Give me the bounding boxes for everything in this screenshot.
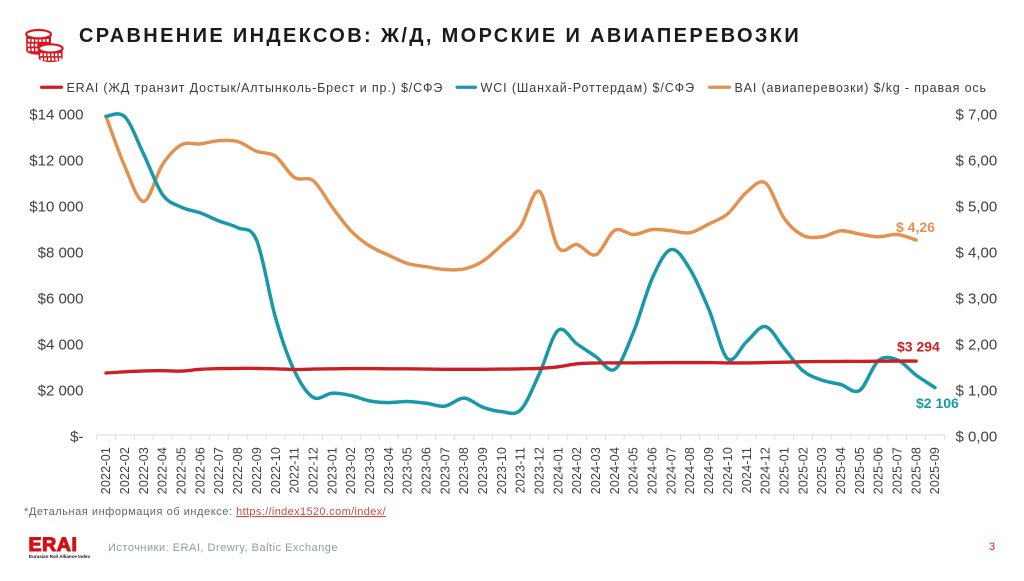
svg-text:$ 0,00: $ 0,00	[956, 428, 998, 445]
svg-text:$12 000: $12 000	[29, 152, 83, 169]
svg-text:WCI (Шанхай-Роттердам) $/СФЭ: WCI (Шанхай-Роттердам) $/СФЭ	[481, 81, 695, 95]
svg-text:2023-11: 2023-11	[514, 447, 528, 493]
svg-text:2023-10: 2023-10	[495, 447, 509, 494]
svg-text:2025-03: 2025-03	[815, 447, 829, 494]
svg-text:2024-08: 2024-08	[683, 447, 697, 494]
svg-text:$3 294: $3 294	[897, 339, 940, 355]
svg-text:2022-11: 2022-11	[288, 447, 302, 493]
svg-text:2022-07: 2022-07	[212, 447, 226, 494]
svg-text:2024-06: 2024-06	[646, 447, 660, 494]
svg-text:$10 000: $10 000	[29, 198, 83, 215]
svg-text:2022-06: 2022-06	[193, 447, 207, 494]
svg-text:$ 7,00: $ 7,00	[956, 106, 998, 123]
svg-text:3: 3	[989, 541, 995, 553]
svg-text:$4 000: $4 000	[38, 336, 84, 353]
svg-text:$-: $-	[70, 428, 83, 445]
svg-text:2024-07: 2024-07	[664, 447, 678, 494]
svg-text:2024-05: 2024-05	[627, 447, 641, 494]
svg-text:$6 000: $6 000	[38, 290, 84, 307]
svg-text:2022-02: 2022-02	[118, 447, 132, 494]
svg-text:2023-12: 2023-12	[533, 447, 547, 494]
svg-text:2023-01: 2023-01	[325, 447, 339, 494]
svg-text:2024-10: 2024-10	[721, 447, 735, 494]
svg-text:2024-01: 2024-01	[551, 447, 565, 494]
svg-text:Eurasian Rail Alliance Index: Eurasian Rail Alliance Index	[29, 554, 91, 559]
svg-text:2022-10: 2022-10	[269, 447, 283, 494]
svg-text:$ 1,00: $ 1,00	[956, 382, 998, 399]
svg-text:2023-03: 2023-03	[363, 447, 377, 494]
svg-text:$2 000: $2 000	[38, 382, 84, 399]
svg-text:2024-02: 2024-02	[570, 447, 584, 494]
svg-text:$ 3,00: $ 3,00	[956, 290, 998, 307]
svg-text:$ 5,00: $ 5,00	[956, 198, 998, 215]
svg-text:2024-09: 2024-09	[702, 447, 716, 494]
svg-text:Источники: ERAI, Drewry, Balti: Источники: ERAI, Drewry, Baltic Exchange	[108, 542, 338, 554]
svg-text:BAI (авиаперевозки) $/kg - пра: BAI (авиаперевозки) $/kg - правая ось	[735, 81, 987, 95]
svg-text:$ 4,26: $ 4,26	[896, 219, 935, 235]
svg-text:2025-07: 2025-07	[891, 447, 905, 494]
svg-text:$14 000: $14 000	[29, 106, 83, 123]
svg-text:2025-04: 2025-04	[834, 447, 848, 494]
svg-text:$2 106: $2 106	[916, 395, 959, 411]
svg-text:2025-09: 2025-09	[928, 447, 942, 494]
svg-text:2024-11: 2024-11	[740, 447, 754, 493]
svg-text:2022-03: 2022-03	[137, 447, 151, 494]
svg-text:2025-05: 2025-05	[853, 447, 867, 494]
svg-text:2023-08: 2023-08	[457, 447, 471, 494]
svg-text:2022-04: 2022-04	[156, 447, 170, 494]
svg-text:2025-08: 2025-08	[909, 447, 923, 494]
svg-text:2024-04: 2024-04	[608, 447, 622, 494]
svg-text:2023-02: 2023-02	[344, 447, 358, 494]
svg-text:2024-12: 2024-12	[759, 447, 773, 494]
svg-text:2023-07: 2023-07	[438, 447, 452, 494]
svg-text:$ 4,00: $ 4,00	[956, 244, 998, 261]
svg-text:ERAI (ЖД транзит Достык/Алтынк: ERAI (ЖД транзит Достык/Алтынколь-Брест …	[67, 81, 444, 95]
svg-text:2022-12: 2022-12	[306, 447, 320, 494]
svg-text:2023-05: 2023-05	[401, 447, 415, 494]
svg-text:СРАВНЕНИЕ ИНДЕКСОВ: Ж/Д, МОРС: СРАВНЕНИЕ ИНДЕКСОВ: Ж/Д, МОРСКИЕ И АВИАП…	[79, 25, 801, 47]
svg-text:*Детальная информация об инде: *Детальная информация об индексе: https:…	[24, 506, 387, 518]
svg-text:2025-01: 2025-01	[777, 447, 791, 494]
svg-text:2025-06: 2025-06	[872, 447, 886, 494]
svg-text:2023-06: 2023-06	[420, 447, 434, 494]
svg-text:ERAI: ERAI	[29, 534, 78, 556]
svg-text:2024-03: 2024-03	[589, 447, 603, 494]
svg-text:$ 2,00: $ 2,00	[956, 336, 998, 353]
svg-text:2023-09: 2023-09	[476, 447, 490, 494]
svg-text:$8 000: $8 000	[38, 244, 84, 261]
svg-text:2022-09: 2022-09	[250, 447, 264, 494]
svg-text:2023-04: 2023-04	[382, 447, 396, 494]
svg-text:2022-08: 2022-08	[231, 447, 245, 494]
svg-text:2022-05: 2022-05	[175, 447, 189, 494]
svg-text:$ 6,00: $ 6,00	[956, 152, 998, 169]
svg-text:2022-01: 2022-01	[99, 447, 113, 494]
svg-text:2025-02: 2025-02	[796, 447, 810, 494]
